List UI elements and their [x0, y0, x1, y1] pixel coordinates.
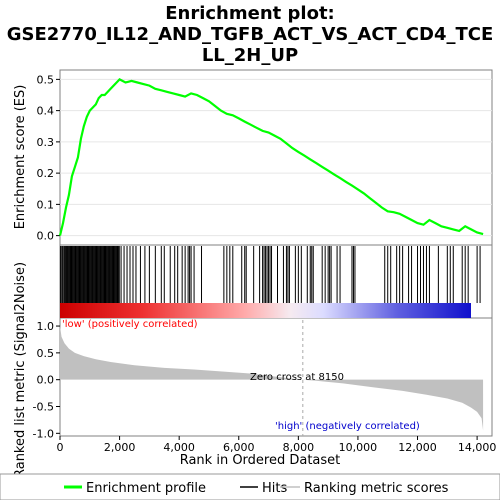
metric-tick-label: 1.0	[37, 320, 55, 333]
chart-title-line-1: Enrichment plot:	[165, 3, 335, 24]
es-tick-label: 0.2	[37, 167, 55, 180]
x-tick-label: 12,000	[398, 441, 437, 454]
metric-fill	[60, 326, 484, 431]
metric-tick-label: 0.5	[37, 347, 55, 360]
es-tick-label: 0.0	[37, 230, 55, 243]
legend-metric-label: Ranking metric scores	[304, 481, 449, 496]
es-tick-label: 0.3	[37, 136, 55, 149]
metric-tick-label: -1.0	[33, 427, 54, 440]
x-axis-label: Rank in Ordered Dataset	[180, 453, 341, 468]
es-profile-line	[58, 78, 484, 236]
chart-title-line-3: LL_2H_UP	[202, 45, 298, 66]
legend-es-label: Enrichment profile	[86, 481, 206, 496]
zero-cross-label: Zero cross at 8150	[250, 372, 344, 383]
x-tick-label: 10,000	[339, 441, 378, 454]
es-tick-label: 0.4	[37, 105, 55, 118]
x-tick-label: 8,000	[283, 441, 315, 454]
x-tick-label: 14,000	[458, 441, 497, 454]
x-tick-label: 2,000	[104, 441, 136, 454]
gene-hit-lines	[60, 246, 481, 303]
ranking-metric-area	[60, 326, 484, 431]
x-tick-label: 4,000	[163, 441, 195, 454]
positive-correlation-label: 'low' (positively correlated)	[62, 319, 198, 330]
chart-title-line-2: GSE2770_IL12_AND_TGFB_ACT_VS_ACT_CD4_TCE	[7, 24, 494, 45]
legend-hits-label: Hits	[262, 481, 287, 496]
metric-tick-label: 0.0	[37, 374, 55, 387]
es-tick-label: 0.1	[37, 198, 55, 211]
x-tick-label: 0	[57, 441, 64, 454]
ranked-list-color-bar	[60, 303, 471, 318]
es-profile-polyline	[58, 78, 484, 236]
metric-y-ticks: -1.0 -0.5 0.0 0.5 1.0	[33, 320, 60, 440]
metric-y-axis-label: Ranked list metric (Signal2Noise)	[13, 262, 28, 478]
es-gridlines	[60, 78, 492, 237]
x-axis-ticks: 0 2,000 4,000 6,000 8,000 10,000 12,000 14,000	[57, 436, 497, 454]
metric-tick-label: -0.5	[33, 401, 54, 414]
es-y-axis-label: Enrichment score (ES)	[13, 85, 28, 230]
es-panel	[59, 69, 493, 246]
negative-correlation-label: 'high' (negatively correlated)	[275, 421, 420, 432]
es-tick-label: 0.5	[37, 73, 55, 86]
x-tick-label: 6,000	[223, 441, 255, 454]
es-y-ticks: 0.0 0.1 0.2 0.3 0.4 0.5	[37, 73, 60, 243]
